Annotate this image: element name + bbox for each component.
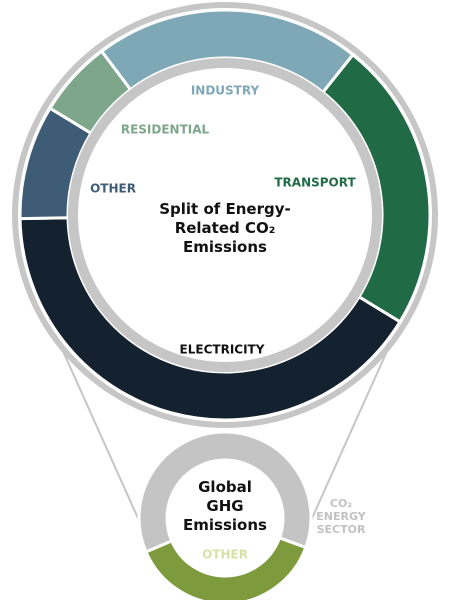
- chart-title: Split of Energy-Related CO₂ Emissions: [159, 200, 291, 256]
- segment-label: RESIDENTIAL: [121, 123, 210, 137]
- segment-label: OTHER: [202, 548, 248, 562]
- segment-label: TRANSPORT: [274, 176, 356, 190]
- segment-label: ELECTRICITY: [180, 343, 265, 357]
- inner-face: [78, 68, 372, 362]
- segment-label: CO₂ ENERGY SECTOR: [316, 497, 366, 536]
- connector: [57, 339, 151, 546]
- segment-label: INDUSTRY: [191, 84, 260, 98]
- inner-face: [167, 460, 283, 576]
- connector: [299, 339, 393, 546]
- segment-label: OTHER: [90, 182, 136, 196]
- chart-title: Global GHG Emissions: [183, 478, 267, 534]
